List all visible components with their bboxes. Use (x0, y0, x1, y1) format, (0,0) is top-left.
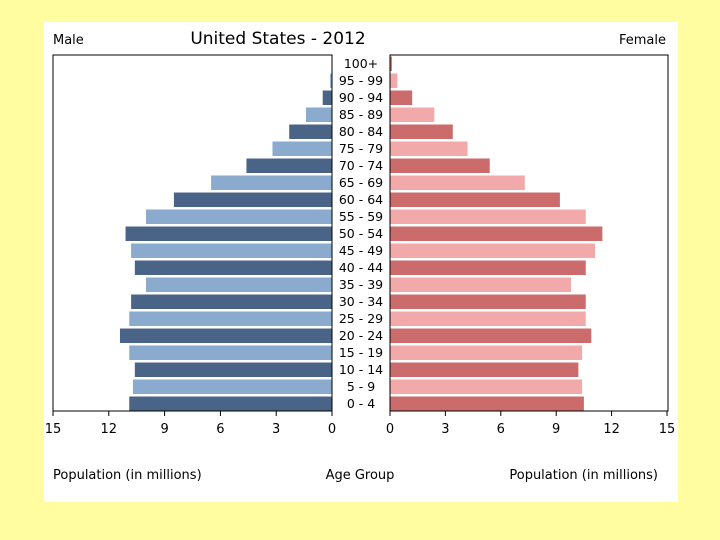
female-bar (390, 226, 603, 241)
male-bar (146, 209, 332, 224)
male-bar (131, 294, 332, 309)
age-group-label: 55 - 59 (339, 209, 383, 224)
female-bar (390, 260, 586, 275)
male-tick-label: 3 (272, 422, 280, 437)
male-bar (132, 379, 332, 394)
female-bar (390, 311, 586, 326)
female-label: Female (619, 33, 666, 48)
male-bar (246, 158, 332, 173)
male-tick-label: 0 (328, 422, 336, 437)
age-group-label: 85 - 89 (339, 107, 383, 122)
female-bar (390, 328, 592, 343)
age-labels: 100+ 95 - 99 90 - 94 85 - 89 80 - 84 75 - 79 7… (339, 56, 383, 411)
age-group-label: 30 - 34 (339, 294, 383, 309)
female-bar (390, 396, 584, 411)
male-bar (119, 328, 333, 343)
male-bar (322, 90, 332, 105)
plot-frames (52, 54, 669, 412)
chart-title: United States - 2012 (190, 29, 365, 49)
female-bar (390, 345, 583, 360)
female-bars (390, 56, 603, 411)
male-bar (305, 107, 332, 122)
age-group-label: 75 - 79 (339, 141, 383, 156)
female-x-axis-title: Population (in millions) (509, 468, 658, 483)
female-bar (390, 158, 490, 173)
female-bar (390, 243, 595, 258)
age-group-label: 90 - 94 (339, 90, 383, 105)
female-bar (390, 124, 453, 139)
male-bar (173, 192, 332, 207)
female-bar (390, 107, 435, 122)
age-group-label: 40 - 44 (339, 260, 383, 275)
age-group-label: 45 - 49 (339, 243, 383, 258)
male-bar (146, 277, 332, 292)
female-tick-label: 0 (386, 422, 394, 437)
male-tick-label: 12 (101, 422, 118, 437)
female-plot-frame (389, 54, 669, 412)
age-group-label: 95 - 99 (339, 73, 383, 88)
male-tick-label: 6 (216, 422, 224, 437)
male-bar (330, 73, 332, 88)
female-tick-label: 15 (659, 422, 676, 437)
age-group-label: 50 - 54 (339, 226, 383, 241)
male-tick-label: 9 (160, 422, 168, 437)
male-bar (272, 141, 332, 156)
female-bar (390, 294, 586, 309)
male-bar (129, 311, 332, 326)
population-pyramid-chart: United States - 2012 Male Female 100+95 … (45, 29, 676, 483)
age-group-label: 15 - 19 (339, 345, 383, 360)
male-x-axis-title: Population (in millions) (53, 468, 202, 483)
male-bar (289, 124, 332, 139)
male-bar (125, 226, 332, 241)
female-tick-label: 12 (603, 422, 620, 437)
male-bar (134, 260, 332, 275)
female-bar (390, 192, 560, 207)
male-bar (211, 175, 332, 190)
age-group-label: 60 - 64 (339, 192, 383, 207)
female-bar (390, 175, 525, 190)
age-group-label: 0 - 4 (347, 396, 375, 411)
female-bar (390, 90, 413, 105)
female-tick-label: 3 (441, 422, 449, 437)
age-group-label: 65 - 69 (339, 175, 383, 190)
age-group-label: 5 - 9 (347, 379, 375, 394)
male-tick-label: 15 (45, 422, 62, 437)
female-bar (390, 209, 586, 224)
male-bar (129, 396, 332, 411)
age-group-label: 25 - 29 (339, 311, 383, 326)
female-bar (390, 141, 468, 156)
chart-panel: United States - 2012 Male Female 100+ 95 … (44, 22, 678, 502)
female-bar (390, 56, 392, 71)
male-bars (119, 73, 333, 411)
age-group-label: 80 - 84 (339, 124, 383, 139)
male-bar (129, 345, 332, 360)
age-group-label: 100+ (344, 56, 378, 71)
age-group-label: 10 - 14 (339, 362, 383, 377)
female-bar (390, 73, 398, 88)
female-tick-label: 6 (497, 422, 505, 437)
age-group-label: 20 - 24 (339, 328, 383, 343)
male-bar (134, 362, 332, 377)
age-group-label: 35 - 39 (339, 277, 383, 292)
female-bar (390, 362, 579, 377)
female-bar (390, 379, 583, 394)
male-label: Male (53, 33, 84, 48)
age-axis-title: Age Group (326, 468, 395, 483)
male-x-axis: 15 12 9 6 3 0 (45, 411, 336, 437)
female-tick-label: 9 (552, 422, 560, 437)
male-plot-frame (52, 54, 333, 412)
female-bar (390, 277, 571, 292)
male-bar (131, 243, 332, 258)
female-x-axis: 0 3 6 9 12 15 (386, 411, 675, 437)
age-group-label: 70 - 74 (339, 158, 383, 173)
